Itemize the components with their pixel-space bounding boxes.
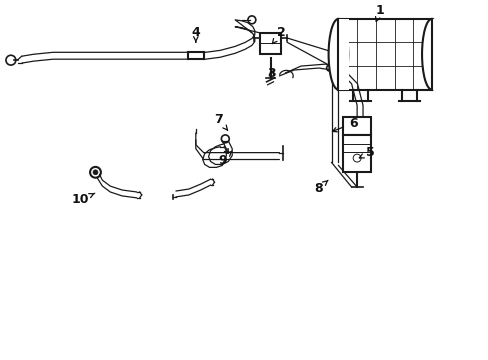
Text: 1: 1 xyxy=(375,4,384,22)
Text: 6: 6 xyxy=(332,117,357,132)
Text: 9: 9 xyxy=(218,151,231,167)
Bar xyxy=(343,117,370,135)
Ellipse shape xyxy=(328,19,347,90)
Text: 3: 3 xyxy=(266,67,275,80)
Ellipse shape xyxy=(421,19,441,90)
Circle shape xyxy=(93,170,98,175)
Bar xyxy=(337,19,348,90)
Text: 5: 5 xyxy=(359,146,373,159)
Text: 10: 10 xyxy=(72,193,95,206)
Bar xyxy=(343,135,370,172)
Bar xyxy=(430,19,442,90)
Text: 2: 2 xyxy=(272,26,285,44)
Bar xyxy=(338,19,431,90)
Text: 8: 8 xyxy=(314,180,327,194)
Text: 4: 4 xyxy=(191,26,200,42)
Bar xyxy=(259,33,281,54)
Text: 7: 7 xyxy=(214,113,227,130)
